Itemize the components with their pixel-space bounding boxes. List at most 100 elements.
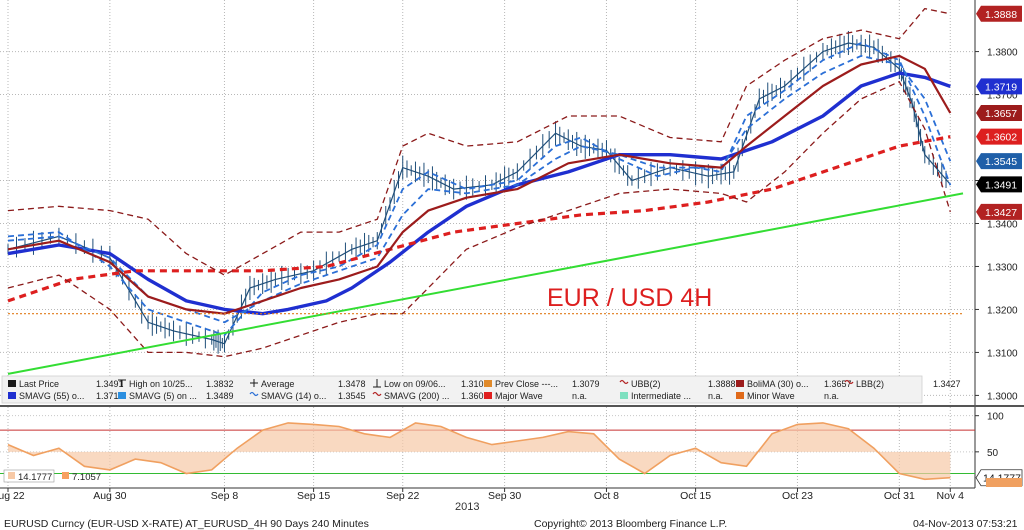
series-ubb-2 — [7, 7, 951, 276]
legend-swatch — [372, 391, 382, 397]
legend-item-name: Minor Wave — [747, 391, 795, 401]
legend-item-value: 1.3491 — [96, 379, 124, 389]
price-tick-label: 1.3200 — [987, 305, 1018, 316]
price-badge-box — [976, 128, 1022, 145]
series-smavg-14 — [7, 55, 952, 324]
legend-swatch — [736, 392, 744, 399]
oscillator-fill — [8, 422, 951, 480]
date-tick-label: Oct 31 — [884, 490, 915, 502]
date-tick-label: Sep 15 — [297, 490, 330, 502]
price-badge-label: 1.3491 — [985, 179, 1017, 191]
price-badge-box — [976, 203, 1022, 220]
price-badge: 1.3491 — [976, 176, 1022, 193]
price-badge: 1.3427 — [976, 203, 1022, 220]
legend-swatch — [249, 391, 259, 397]
chart-title: EUR / USD 4H — [547, 284, 712, 312]
price-badge-label: 1.3888 — [985, 9, 1017, 21]
legend-item-name: High on 10/25... — [129, 379, 193, 389]
date-tick-label: Sep 8 — [211, 490, 239, 502]
legend-swatch — [8, 380, 16, 387]
series-bolima-30 — [7, 54, 952, 315]
legend-item: LBB(2) 1.3427 — [844, 379, 961, 389]
date-tick-label: Nov 4 — [937, 490, 965, 502]
legend-item-name: SMAVG (55) o... — [19, 391, 84, 401]
legend-item-name: Major Wave — [495, 391, 543, 401]
price-badge-box — [976, 176, 1022, 193]
price-badge: 1.3545 — [976, 153, 1022, 170]
legend-item-value: 1.3657 — [824, 379, 852, 389]
oscillator-line — [7, 422, 951, 481]
legend-item: UBB(2) 1.3888 — [619, 379, 736, 389]
legend-item-value: 1.3602 — [461, 391, 489, 401]
legend-item-name: SMAVG (14) o... — [261, 391, 326, 401]
main-grid — [0, 0, 1024, 489]
price-badge-box — [976, 5, 1022, 22]
date-tick-label: Aug 22 — [0, 490, 25, 502]
osc-left-value-box — [3, 469, 55, 483]
legend-swatch — [8, 392, 16, 399]
date-tick-label: Sep 30 — [488, 490, 521, 502]
legend-item-value: 1.3832 — [206, 379, 234, 389]
legend-swatch — [844, 379, 854, 385]
legend-item: Last Price 1.3491 — [8, 379, 124, 389]
legend-swatch — [620, 392, 628, 399]
legend-item-value: 1.3478 — [338, 379, 366, 389]
price-tick-label: 1.3300 — [987, 262, 1018, 273]
year-label: 2013 — [455, 501, 479, 513]
price-tick-label: 1.3100 — [987, 348, 1018, 359]
legend-item: Intermediate ... n.a. — [620, 391, 723, 401]
price-badge-label: 1.3602 — [985, 132, 1017, 144]
price-badge-label: 1.3719 — [985, 81, 1017, 93]
osc-right-swatch — [62, 472, 69, 479]
legend-item-name: Prev Close ---... — [495, 379, 558, 389]
price-badge: 1.3657 — [976, 105, 1022, 122]
legend-item: SMAVG (5) on ... 1.3489 — [118, 391, 234, 401]
price-badge-label: 1.3427 — [985, 207, 1017, 219]
legend-swatch — [484, 392, 492, 399]
price-badge: 1.3719 — [976, 78, 1022, 95]
legend-swatch — [736, 380, 744, 387]
legend-item-value: 1.3545 — [338, 391, 366, 401]
legend-swatch — [118, 392, 126, 399]
legend-item-value: 1.3079 — [572, 379, 600, 389]
legend-item-name: BoliMA (30) o... — [747, 379, 809, 389]
legend-item-value: n.a. — [708, 391, 723, 401]
legend-item-name: LBB(2) — [856, 379, 884, 389]
legend-item: SMAVG (14) o... 1.3545 — [249, 391, 366, 401]
legend-item-name: SMAVG (200) ... — [384, 391, 449, 401]
legend-item-name: Average — [261, 379, 294, 389]
price-tick-label: 1.3000 — [987, 391, 1018, 402]
footer-timestamp: 04-Nov-2013 07:53:21 — [913, 518, 1018, 530]
legend-item-value: n.a. — [824, 391, 839, 401]
price-badge: 1.3602 — [976, 128, 1022, 145]
date-tick-label: Sep 22 — [386, 490, 419, 502]
legend-item-name: Last Price — [19, 379, 59, 389]
price-badge-box — [976, 153, 1022, 170]
legend-item: Minor Wave n.a. — [736, 391, 839, 401]
price-badge: 1.3888 — [976, 5, 1022, 22]
legend-item: SMAVG (55) o... 1.3719 — [8, 391, 124, 401]
legend-item: SMAVG (200) ... 1.3602 — [372, 391, 489, 401]
legend-item-value: n.a. — [572, 391, 587, 401]
series-trend — [7, 192, 964, 375]
osc-bottom-badge — [986, 478, 1022, 487]
legend-item-value: 1.3489 — [206, 391, 234, 401]
osc-left-value-2: 7.1057 — [72, 472, 101, 483]
legend-swatch — [484, 380, 492, 387]
series-smavg-5 — [7, 42, 952, 337]
legend-item-name: UBB(2) — [631, 379, 661, 389]
legend-item: High on 10/25... 1.3832 — [118, 379, 234, 389]
legend-item-name: Low on 09/06... — [384, 379, 446, 389]
legend-item: BoliMA (30) o... 1.3657 — [736, 379, 852, 389]
footer-security: EURUSD Curncy (EUR-USD X-RATE) AT_EURUSD… — [4, 518, 369, 530]
legend: Last Price 1.3491 High on 10/25... 1.3832 Av… — [1, 375, 961, 404]
legend-box — [1, 375, 923, 404]
date-tick-label: Oct 8 — [594, 490, 619, 502]
legend-item-value: 1.3719 — [96, 391, 124, 401]
legend-item-value: 1.3105 — [461, 379, 489, 389]
legend-item-name: Intermediate ... — [631, 391, 691, 401]
date-tick-label: Oct 15 — [680, 490, 711, 502]
date-tick-label: Oct 23 — [782, 490, 813, 502]
